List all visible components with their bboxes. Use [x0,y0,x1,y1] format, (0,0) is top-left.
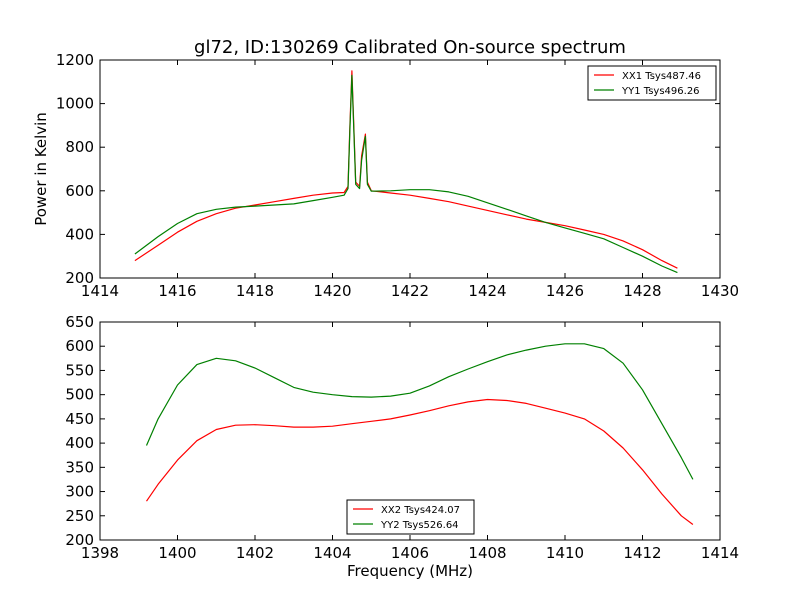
bottom-subplot: 1398 1400 1402 1404 1406 1408 1410 1412 1414 200 2… [65,313,739,562]
x-tick-label: 1412 [623,544,661,562]
legend-entry: XX1 Tsys487.46 [622,71,701,82]
series-line-0-1 [134,74,678,274]
legend-box [587,65,717,101]
legend-entry: XX2 Tsys424.07 [381,505,460,516]
x-tick-label: 1422 [391,282,429,300]
y-axis-label-top: Power in Kelvin [32,112,50,226]
x-tick-label: 1410 [546,544,584,562]
y-tick-label: 400 [65,434,94,452]
y-tick-label: 600 [65,182,94,200]
legend-entry: YY2 Tsys526.64 [380,520,459,531]
x-tick-label: 1408 [468,544,506,562]
x-tick-label: 1400 [158,544,196,562]
x-tick-label: 1424 [468,282,506,300]
legend-entry: YY1 Tsys496.26 [621,86,700,97]
series-line-1-1 [145,343,694,480]
x-tick-label: 1420 [313,282,351,300]
legend-1: XX2 Tsys424.07 YY2 Tsys526.64 [346,499,475,535]
y-tick-label: 200 [65,269,94,287]
x-tick-label: 1426 [546,282,584,300]
x-tick-label: 1414 [81,282,119,300]
y-tick-label: 1200 [56,51,94,69]
top-subplot: 1414 1416 1418 1420 1422 1424 1426 1428 1430 200 4… [56,51,739,300]
y-tick-label: 300 [65,483,94,501]
y-tick-label: 550 [65,361,94,379]
y-tick-label: 650 [65,313,94,331]
x-tick-label: 1402 [236,544,274,562]
y-tick-label: 350 [65,458,94,476]
x-tick-label: 1398 [81,544,119,562]
y-tick-label: 450 [65,410,94,428]
y-tick-label: 200 [65,531,94,549]
series-line-1-0 [146,398,694,525]
x-axis-label: Frequency (MHz) [347,562,473,580]
y-tick-label: 500 [65,386,94,404]
x-tick-label: 1404 [313,544,351,562]
x-tick-label: 1414 [701,544,739,562]
y-tick-label: 250 [65,507,94,525]
y-tick-label: 1000 [56,95,94,113]
x-tick-label: 1416 [158,282,196,300]
legend-0: XX1 Tsys487.46 YY1 Tsys496.26 [587,65,717,101]
x-tick-label: 1430 [701,282,739,300]
x-tick-label: 1418 [236,282,274,300]
x-tick-label: 1406 [391,544,429,562]
chart-title: gl72, ID:130269 Calibrated On-source spe… [194,37,626,58]
y-tick-label: 400 [65,225,94,243]
legend-box [346,499,475,535]
y-tick-label: 800 [65,138,94,156]
x-tick-label: 1428 [623,282,661,300]
y-tick-label: 600 [65,337,94,355]
